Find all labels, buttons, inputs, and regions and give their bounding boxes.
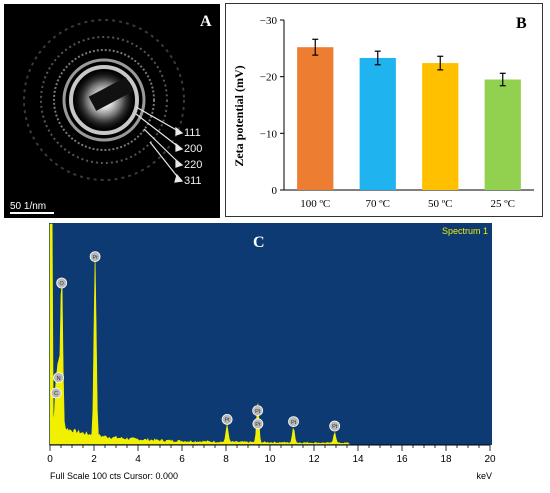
x-tick-label: 18 <box>440 454 452 465</box>
plot-background <box>49 223 492 445</box>
y-axis-title: Zeta potential (mV) <box>232 65 246 166</box>
bar <box>359 57 396 190</box>
peak-marker: O <box>56 277 68 289</box>
x-axis: 0 2 4 6 8 10 12 14 16 18 20 <box>47 444 496 465</box>
x-tick-label: 0 <box>47 454 53 465</box>
panel-b-label: B <box>516 15 527 32</box>
peak-marker-circle <box>221 413 233 425</box>
panel-c-label: C <box>253 234 265 251</box>
y-tick-label: 0 <box>272 185 278 197</box>
beam-stopper <box>88 77 134 111</box>
peak-marker: Pt <box>89 251 101 262</box>
category-label: 70 ºC <box>366 198 391 210</box>
peak-marker-circle <box>53 372 64 384</box>
x-axis-unit: keV <box>476 471 492 481</box>
y-tick-label: −10 <box>260 128 278 140</box>
diffraction-panel: 111 200 220 311 A 50 1/nm <box>4 4 220 218</box>
ring-311 <box>40 36 168 164</box>
x-tick-label: 20 <box>484 454 496 465</box>
diffraction-pattern: 111 200 220 311 A 50 1/nm <box>10 13 212 214</box>
peak-marker: Pt <box>288 416 299 428</box>
category-label: 50 ºC <box>428 198 453 210</box>
peak-element-label: Pt <box>255 409 261 415</box>
bar <box>297 47 334 191</box>
ring-label-311: 311 <box>184 175 202 187</box>
peak-marker-circle <box>252 418 264 430</box>
peak-marker: Pt <box>221 413 233 425</box>
spectrum-title: Spectrum 1 <box>442 226 488 236</box>
x-tick-label: 4 <box>135 454 141 465</box>
peak-element-label: O <box>60 281 65 287</box>
x-tick-label: 12 <box>308 454 320 465</box>
peak-marker-circle <box>288 416 299 428</box>
peak-element-label: Pt <box>332 424 338 430</box>
ring-label-220: 220 <box>184 159 202 171</box>
x-tick-label: 2 <box>91 454 97 465</box>
peak-marker: Pt <box>329 420 341 432</box>
footer-text: Full Scale 100 cts Cursor: 0.000 <box>50 471 178 481</box>
x-tick-label: 6 <box>179 454 185 465</box>
peak-element-label: N <box>57 376 61 382</box>
bar <box>422 63 459 190</box>
peak-markers: C N O Pt Pt Pt Pt Pt Pt <box>50 251 341 432</box>
ring-111 <box>69 65 139 135</box>
peak-element-label: Pt <box>224 418 230 424</box>
x-tick-label: 16 <box>396 454 408 465</box>
peak-marker-circle <box>252 405 264 417</box>
ring-label-200: 200 <box>184 143 202 155</box>
peak-marker: N <box>53 372 64 384</box>
x-tick-label: 10 <box>264 454 276 465</box>
ring-220 <box>53 49 155 151</box>
peak-marker-circle <box>89 251 101 262</box>
eds-spectrum-chart: C Spectrum 1 C N O Pt Pt Pt Pt Pt Pt 0 2 4 6 8 10 12 14… <box>47 223 496 481</box>
bar <box>484 79 521 190</box>
bars: 100 ºC 70 ºC 50 ºC 25 ºC <box>297 38 521 210</box>
category-label: 100 ºC <box>300 198 330 210</box>
peak-marker-circle <box>50 387 62 399</box>
peak-element-label: Pt <box>255 422 261 428</box>
peak-element-label: Pt <box>291 420 297 426</box>
ring-outer <box>23 19 185 181</box>
spectrum-fill <box>49 223 350 445</box>
peak-element-label: C <box>54 391 58 397</box>
y-tick-label: −20 <box>260 72 278 84</box>
x-tick-label: 14 <box>352 454 364 465</box>
peak-marker: C <box>50 387 62 399</box>
ring-label-111: 111 <box>184 127 201 139</box>
peak-marker-circle <box>329 420 341 432</box>
eds-panel: C Spectrum 1 C N O Pt Pt Pt Pt Pt Pt 0 2 4 6 8 10 12 14… <box>0 222 550 488</box>
peak-marker-circle <box>56 277 68 289</box>
ring-200 <box>62 58 146 142</box>
zeta-chart-panel: B Zeta potential (mV) 0 −10 −20 −30 100 ºC 7… <box>225 3 543 217</box>
peak-marker: Pt <box>252 405 264 417</box>
y-tick-label: −30 <box>260 15 278 27</box>
panel-a-label: A <box>200 13 212 30</box>
zeta-potential-chart: B Zeta potential (mV) 0 −10 −20 −30 100 ºC 7… <box>232 15 534 210</box>
category-label: 25 ºC <box>491 198 516 210</box>
peak-marker: Pt <box>252 418 264 430</box>
x-tick-label: 8 <box>223 454 229 465</box>
ring-pointers <box>135 106 184 183</box>
scale-bar-label: 50 1/nm <box>10 201 46 212</box>
peak-element-label: Pt <box>92 255 98 261</box>
